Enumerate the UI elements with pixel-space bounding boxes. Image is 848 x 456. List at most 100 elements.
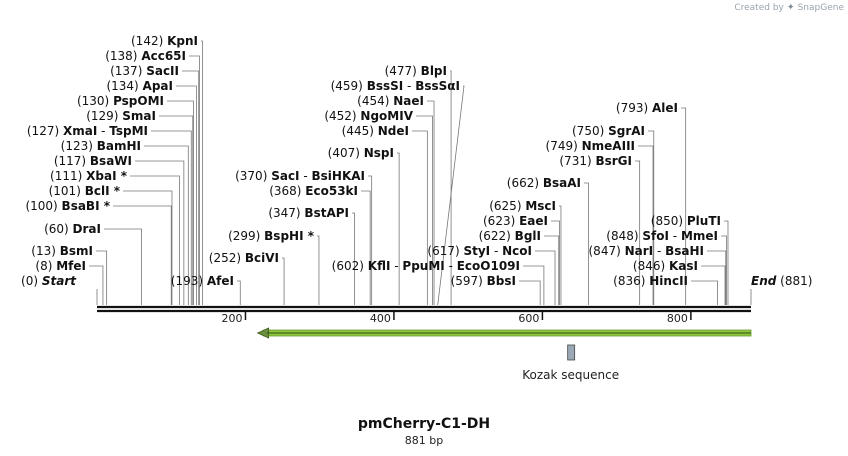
site-bcli: (101) BclI * xyxy=(49,184,173,305)
site-connector-line xyxy=(135,160,185,305)
site-label: (368) Eco53kI xyxy=(269,184,358,198)
site-xmai: (127) XmaI - TspMI xyxy=(27,124,192,305)
site-bsawi: (117) BsaWI xyxy=(54,154,185,305)
site-label: (850) PluTI xyxy=(651,214,721,228)
site-pluti: (850) PluTI xyxy=(651,214,729,305)
site-saci: (370) SacI - BsiHKAI xyxy=(235,169,373,305)
site-label: (750) SgrAI xyxy=(572,124,645,138)
site-mfei: (8) MfeI xyxy=(35,259,104,305)
site-label: (117) BsaWI xyxy=(54,154,132,168)
site-pspomi: (130) PspOMI xyxy=(77,94,194,305)
site-connector-line xyxy=(237,280,241,305)
site-sacii: (137) SacII xyxy=(110,64,200,305)
site-label: (299) BspHI * xyxy=(228,229,315,243)
site-label: End (881) xyxy=(751,274,812,288)
site-connector-line xyxy=(437,85,465,306)
site-label: (622) BglI xyxy=(479,229,541,243)
site-styi: (617) StyI - NcoI xyxy=(427,244,556,305)
site-connector-line xyxy=(584,182,589,305)
site-label: (101) BclI * xyxy=(49,184,121,198)
site-ngomiv: (452) NgoMIV xyxy=(324,109,433,305)
site-connector-line xyxy=(707,250,727,305)
site-connector-line xyxy=(519,280,541,305)
site-connector-line xyxy=(104,228,142,305)
site-start: (0) Start xyxy=(21,274,98,305)
site-label: (129) SmaI xyxy=(86,109,156,123)
site-bstapi: (347) BstAPI xyxy=(268,206,355,305)
site-connector-line xyxy=(113,205,172,305)
site-kfli: (602) KflI - PpuMI - EcoO109I xyxy=(332,259,545,305)
site-connector-line xyxy=(559,205,562,305)
site-bsrgi: (731) BsrGI xyxy=(559,154,641,305)
site-blpi: (477) BlpI xyxy=(385,64,452,305)
site-naei: (454) NaeI xyxy=(357,94,435,305)
site-label: (134) ApaI xyxy=(106,79,173,93)
site-xbai: (111) XbaI * xyxy=(50,169,180,305)
site-label: (370) SacI - BsiHKAI xyxy=(235,169,365,183)
site-connector-line xyxy=(427,100,435,305)
site-label: (130) PspOMI xyxy=(77,94,164,108)
credit: Created by ✦ SnapGene xyxy=(734,2,844,13)
site-label: (13) BsmI xyxy=(31,244,93,258)
site-connector-line xyxy=(416,115,433,305)
site-connector-line xyxy=(96,250,108,305)
site-drai: (60) DraI xyxy=(44,222,142,305)
site-connector-line xyxy=(123,190,173,305)
ruler-tick-label: 200 xyxy=(221,312,242,325)
site-kpni: (142) KpnI xyxy=(131,34,203,305)
site-label: (846) KasI xyxy=(633,259,698,273)
site-label: (731) BsrGI xyxy=(559,154,632,168)
site-kasi: (846) KasI xyxy=(633,259,726,305)
site-msci: (625) MscI xyxy=(489,199,562,305)
site-label: (407) NspI xyxy=(328,146,394,160)
site-label: (452) NgoMIV xyxy=(324,109,413,123)
site-connector-line xyxy=(159,115,194,305)
snapgene-logo-icon: ✦ xyxy=(786,2,795,13)
site-connector-line xyxy=(151,130,192,305)
site-label: (836) HincII xyxy=(613,274,688,288)
site-label: (445) NdeI xyxy=(342,124,409,138)
site-eaei: (623) EaeI xyxy=(483,214,560,305)
site-connector-line xyxy=(89,265,104,305)
site-label: (60) DraI xyxy=(44,222,101,236)
credit-prefix: Created by xyxy=(734,3,784,13)
site-label: (793) AleI xyxy=(616,101,678,115)
site-alei: (793) AleI xyxy=(616,101,687,305)
site-connector-line xyxy=(317,235,320,305)
site-connector-line xyxy=(167,100,194,305)
site-bgli: (622) BglI xyxy=(479,229,560,305)
site-label: (459) BssSI - BssSαI xyxy=(331,79,460,93)
site-bsphi: (299) BspHI * xyxy=(228,229,320,305)
site-label: (749) NmeAIII xyxy=(546,139,635,153)
site-label: (602) KflI - PpuMI - EcoO109I xyxy=(332,259,520,273)
map-title: pmCherry-C1-DH xyxy=(357,416,491,432)
site-smai: (129) SmaI xyxy=(86,109,194,305)
site-connector-line xyxy=(721,235,727,305)
site-sfoi: (848) SfoI - MmeI xyxy=(606,229,727,305)
site-hincii: (836) HincII xyxy=(613,274,718,305)
site-connector-line xyxy=(282,257,285,305)
site-connector-line xyxy=(523,265,545,305)
site-label: (848) SfoI - MmeI xyxy=(606,229,718,243)
site-connector-line xyxy=(701,265,726,305)
site-apai: (134) ApaI xyxy=(106,79,197,305)
site-label: (137) SacII xyxy=(110,64,179,78)
site-label: (477) BlpI xyxy=(385,64,447,78)
site-connector-line xyxy=(189,55,200,305)
site-eco53ki: (368) Eco53kI xyxy=(269,184,371,305)
site-bsaai: (662) BsaAI xyxy=(507,176,589,305)
site-bbsi: (597) BbsI xyxy=(451,274,541,305)
site-connector-line xyxy=(535,250,556,305)
site-label: (847) NarI - BsaHI xyxy=(589,244,705,258)
credit-brand: SnapGene xyxy=(797,3,844,13)
site-ndei: (445) NdeI xyxy=(342,124,428,305)
kozak-feature-label: Kozak sequence xyxy=(522,368,619,382)
site-label: (127) XmaI - TspMI xyxy=(27,124,148,138)
site-afei: (193) AfeI xyxy=(171,274,241,305)
site-bsssi: (459) BssSI - BssSαI xyxy=(331,79,465,306)
site-label: (454) NaeI xyxy=(357,94,424,108)
site-connector-line xyxy=(450,70,452,305)
site-label: (193) AfeI xyxy=(171,274,234,288)
site-connector-line xyxy=(397,152,400,305)
